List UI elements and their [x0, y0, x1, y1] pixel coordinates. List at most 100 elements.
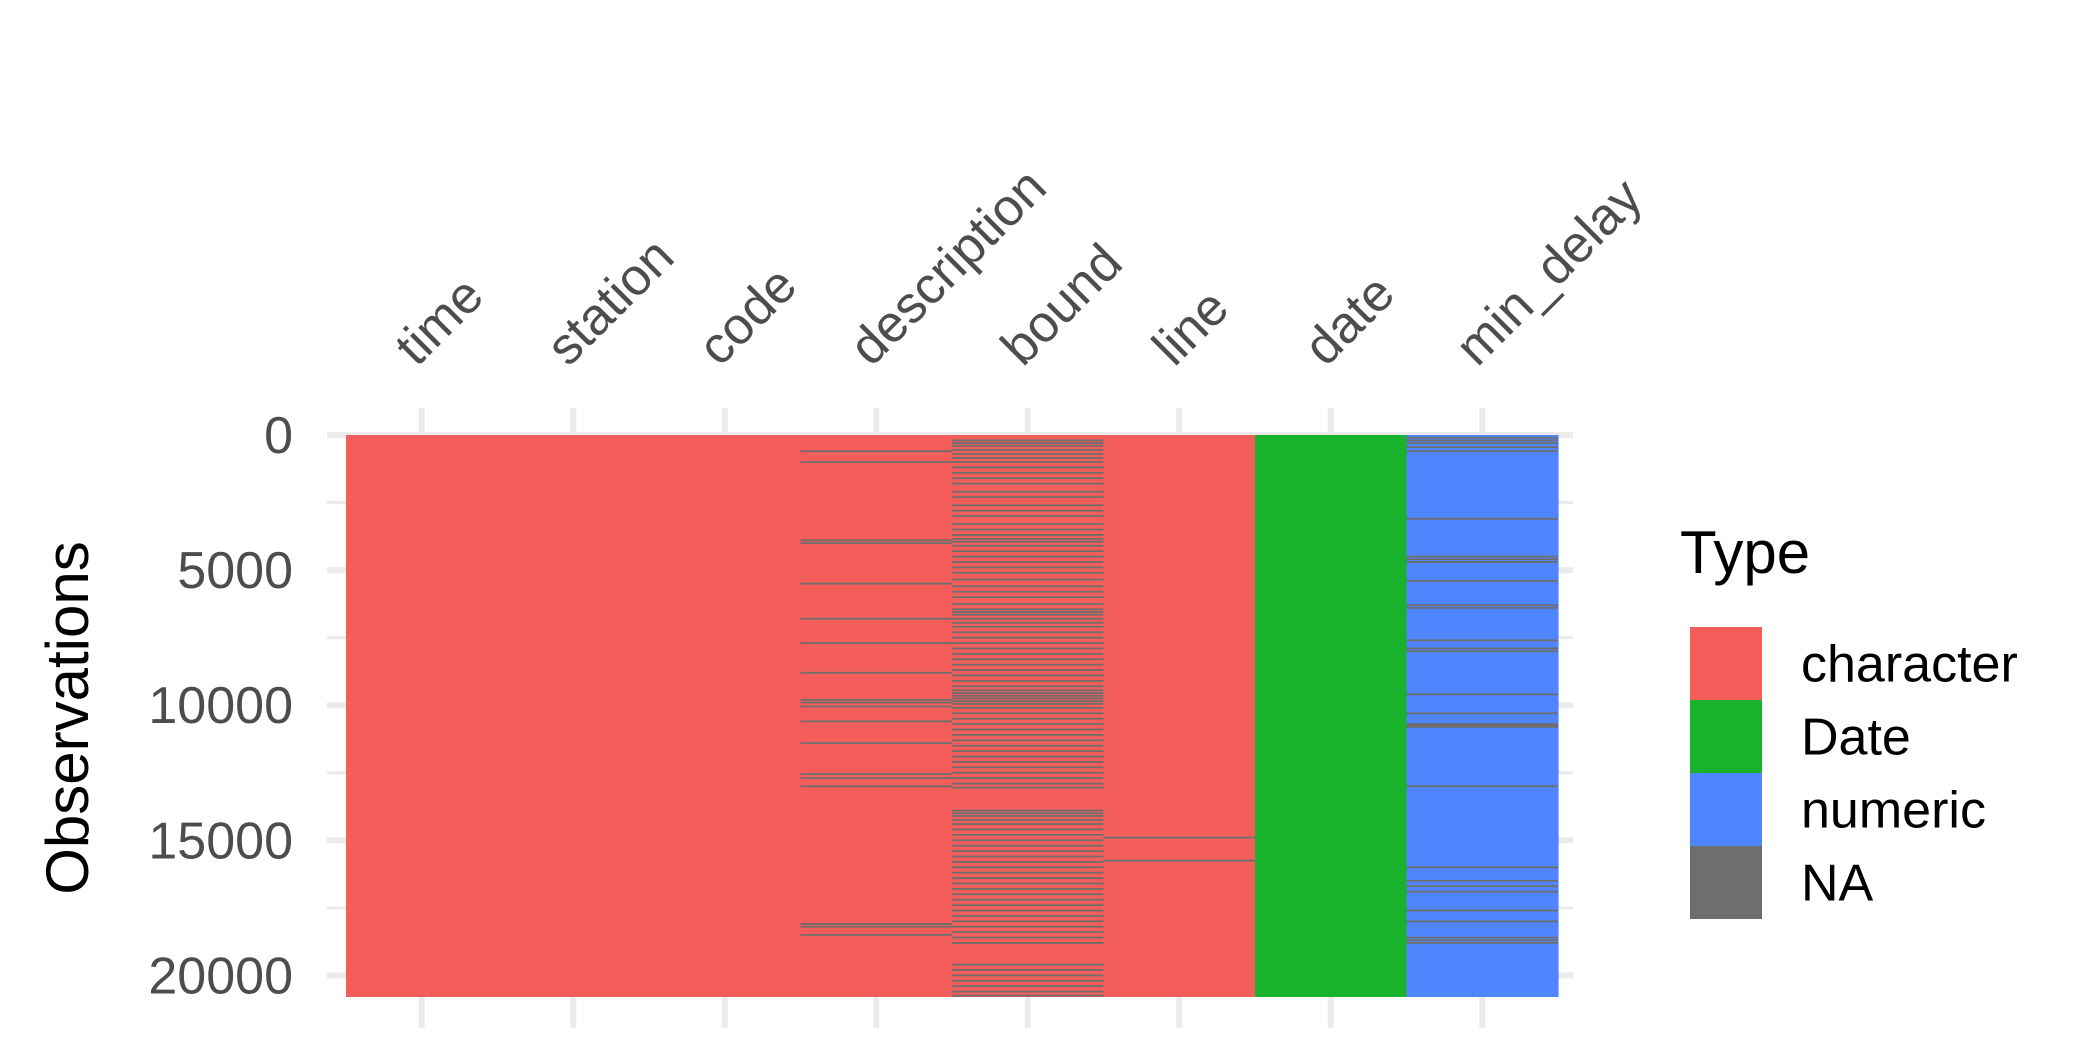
- column-label-code: code: [687, 256, 808, 377]
- na-row-description: [800, 542, 952, 544]
- na-row-min-delay: [1406, 879, 1558, 882]
- na-row-bound: [952, 979, 1104, 982]
- na-row-min-delay: [1406, 909, 1558, 912]
- na-row-bound: [952, 706, 1104, 709]
- na-row-min-delay: [1406, 939, 1558, 942]
- column-cell-time: [346, 435, 499, 997]
- na-row-bound: [952, 761, 1104, 763]
- na-row-description: [800, 642, 952, 644]
- y-tick-label: 15000: [148, 812, 293, 870]
- na-row-bound: [952, 734, 1104, 736]
- na-row-min-delay: [1406, 712, 1558, 715]
- na-row-bound: [952, 689, 1104, 692]
- na-row-min-delay: [1406, 785, 1558, 788]
- na-row-min-delay: [1406, 558, 1558, 561]
- na-row-min-delay: [1406, 890, 1558, 893]
- y-tick-label: 20000: [148, 947, 293, 1005]
- na-row-min-delay: [1406, 639, 1558, 642]
- legend-items: character Date numeric NA: [1690, 627, 2018, 919]
- column-cell-line: [1103, 435, 1256, 997]
- na-row-bound: [952, 739, 1104, 742]
- na-row-bound: [952, 625, 1104, 628]
- legend-label-numeric: numeric: [1801, 782, 1986, 840]
- na-row-description: [800, 742, 952, 744]
- na-row-bound: [952, 700, 1104, 703]
- na-row-bound: [952, 782, 1104, 785]
- na-row-bound: [952, 893, 1104, 896]
- na-row-description: [800, 701, 952, 704]
- na-row-bound: [952, 602, 1104, 605]
- na-row-bound: [952, 915, 1104, 917]
- column-cell-description: [800, 435, 953, 997]
- column-label-line: line: [1142, 278, 1240, 376]
- na-row-bound: [952, 750, 1104, 753]
- na-row-min-delay: [1406, 604, 1558, 607]
- na-row-bound: [952, 685, 1104, 688]
- na-row-min-delay: [1406, 607, 1558, 609]
- na-row-bound: [952, 515, 1104, 517]
- na-row-bound: [952, 448, 1104, 451]
- na-row-description: [800, 582, 952, 585]
- na-row-bound: [952, 942, 1104, 944]
- y-tick-labels: 0 5000 10000 15000 20000: [148, 407, 293, 1005]
- na-row-bound: [952, 925, 1104, 928]
- na-row-bound: [952, 755, 1104, 758]
- na-row-min-delay: [1406, 724, 1558, 727]
- na-row-description: [800, 450, 952, 453]
- na-row-min-delay: [1406, 693, 1558, 696]
- na-row-bound: [952, 823, 1104, 825]
- na-row-min-delay: [1406, 920, 1558, 923]
- na-row-bound: [952, 723, 1104, 726]
- na-row-description: [800, 777, 952, 780]
- na-row-bound: [952, 611, 1104, 613]
- na-row-bound: [952, 844, 1104, 847]
- na-row-description: [800, 705, 952, 708]
- na-row-bound: [952, 702, 1104, 705]
- na-row-bound: [952, 571, 1104, 574]
- na-row-bound: [952, 717, 1104, 720]
- legend-label-date: Date: [1801, 709, 1911, 767]
- na-row-bound: [952, 528, 1104, 531]
- na-row-bound: [952, 931, 1104, 934]
- na-row-bound: [952, 669, 1104, 671]
- na-row-bound: [952, 777, 1104, 780]
- na-row-bound: [952, 457, 1104, 459]
- na-row-description: [800, 461, 952, 463]
- na-row-description: [800, 923, 952, 925]
- legend-label-na: NA: [1801, 855, 1874, 913]
- column-label-min-delay: min_delay: [1445, 168, 1654, 377]
- na-row-bound: [952, 674, 1104, 677]
- na-row-line: [1103, 836, 1255, 839]
- na-row-bound: [952, 969, 1104, 971]
- y-tick-label: 5000: [177, 542, 293, 600]
- heatmap-panel: [346, 435, 1559, 997]
- na-row-bound: [952, 936, 1104, 939]
- na-row-bound: [952, 523, 1104, 526]
- na-row-min-delay: [1406, 450, 1558, 453]
- na-row-min-delay: [1406, 650, 1558, 653]
- legend-key-numeric: [1690, 773, 1762, 846]
- na-row-bound: [952, 496, 1104, 499]
- na-row-description: [800, 773, 952, 775]
- legend-key-date: [1690, 700, 1762, 773]
- column-label-station: station: [536, 227, 685, 376]
- na-row-bound: [952, 636, 1104, 639]
- na-row-min-delay: [1406, 725, 1558, 728]
- na-row-bound: [952, 585, 1104, 588]
- na-row-bound: [952, 861, 1104, 863]
- na-row-bound: [952, 534, 1104, 536]
- column-cell-bound: [952, 435, 1105, 997]
- na-row-bound: [952, 555, 1104, 558]
- na-row-min-delay: [1406, 555, 1558, 558]
- na-row-bound: [952, 466, 1104, 469]
- na-row-bound: [952, 985, 1104, 988]
- na-row-bound: [952, 439, 1104, 442]
- na-row-bound: [952, 728, 1104, 731]
- na-row-description: [800, 933, 952, 936]
- na-row-min-delay: [1406, 446, 1558, 449]
- na-row-bound: [952, 647, 1104, 650]
- na-row-bound: [952, 909, 1104, 912]
- na-row-bound: [952, 866, 1104, 869]
